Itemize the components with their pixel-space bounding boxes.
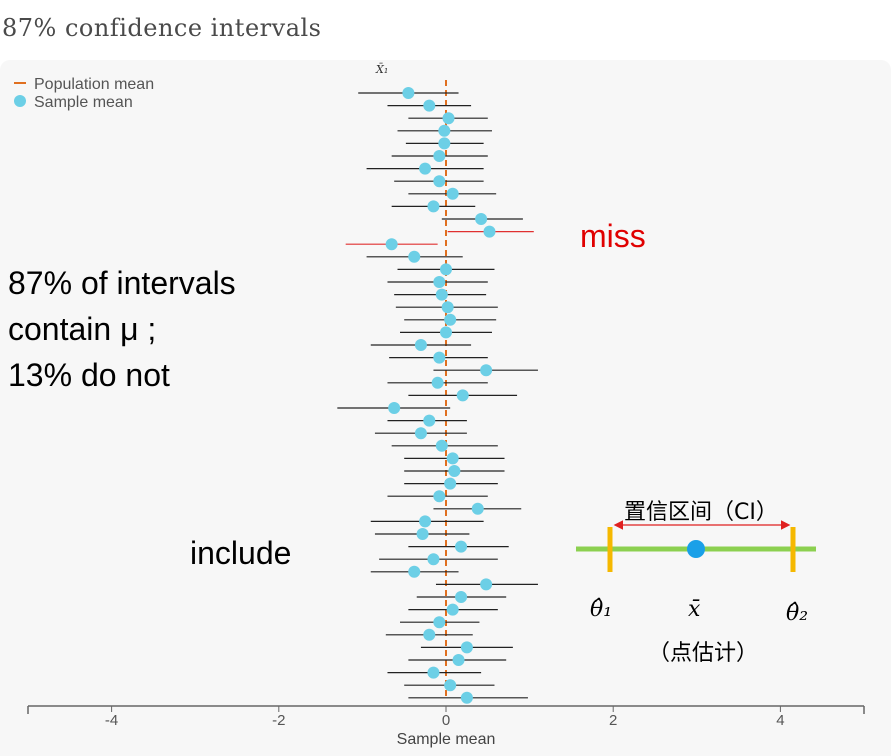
sample-mean-point [448, 465, 461, 477]
x-tick-label: -4 [105, 712, 118, 729]
sample-mean-point [438, 124, 451, 137]
sample-mean-point [455, 540, 468, 553]
sample-mean-point [438, 137, 451, 150]
sample-mean-point [408, 565, 421, 578]
miss-annotation: miss [580, 218, 646, 254]
sample-mean-point [444, 679, 457, 692]
xbar-label: x̄ [688, 597, 701, 622]
point-estimate-label: （点估计） [648, 641, 759, 666]
sample-mean-point [433, 351, 446, 364]
coverage-line-1: 87% of intervals [8, 265, 236, 301]
sample-mean-point [423, 99, 436, 112]
sample-mean-point [388, 402, 401, 414]
sample-mean-point [433, 616, 446, 629]
sample-mean-point [414, 339, 427, 351]
chart-title: 87% confidence intervals [2, 14, 322, 42]
sample-mean-legend-swatch [14, 95, 26, 107]
sample-mean-point [433, 490, 446, 503]
sample-mean-point [408, 250, 421, 263]
include-annotation: include [190, 535, 292, 571]
sample-mean-point [440, 263, 452, 276]
x-tick-label: 0 [442, 712, 450, 729]
sample-mean-point [444, 313, 457, 326]
sample-mean-point [446, 187, 459, 200]
sample-mean-point [435, 288, 448, 301]
coverage-line-2: contain μ ; [8, 311, 157, 347]
sample-mean-point [471, 502, 484, 515]
sample-mean-point [446, 452, 459, 465]
sample-mean-point [460, 691, 473, 704]
coverage-line-3: 13% do not [8, 357, 170, 393]
sample-mean-point [433, 175, 446, 188]
ci-diagram: θ̂₁ x̄ θ̂₂ [576, 520, 816, 626]
intervals-group [337, 87, 538, 704]
legend: Population mean Sample mean [14, 76, 154, 111]
sample-mean-point [483, 225, 496, 238]
x-tick-label: 4 [776, 712, 784, 729]
sample-mean-point [414, 427, 427, 440]
sample-mean-point [427, 200, 440, 213]
sample-mean-point [402, 87, 415, 99]
sample-mean-point [441, 301, 454, 314]
theta1-label: θ̂₁ [590, 597, 612, 622]
sample-mean-point [435, 439, 448, 452]
sample-mean-point [385, 238, 398, 251]
sample-mean-point [452, 654, 465, 666]
sample-mean-point [442, 112, 455, 125]
x-tick-label: -2 [272, 712, 285, 729]
first-interval-label: X̄₁ [375, 63, 388, 76]
legend-population-mean: Population mean [34, 76, 154, 93]
sample-mean-point [419, 162, 432, 175]
point-estimate-dot [687, 540, 705, 558]
sample-mean-point [423, 414, 436, 427]
sample-mean-point [475, 213, 488, 225]
ci-label: 置信区间（CI） [624, 500, 778, 525]
sample-mean-point [419, 515, 432, 528]
x-axis: -4 -2 0 2 4 [27, 705, 865, 729]
sample-mean-point [433, 276, 446, 288]
x-tick-label: 2 [609, 712, 617, 729]
sample-mean-point [444, 477, 457, 490]
sample-mean-point [433, 150, 446, 162]
theta2-label: θ̂₂ [786, 601, 808, 626]
sample-mean-point [427, 666, 440, 679]
sample-mean-point [460, 641, 473, 654]
sample-mean-point [416, 528, 429, 540]
sample-mean-point [423, 628, 436, 641]
sample-mean-point [455, 591, 468, 603]
sample-mean-point [480, 578, 493, 591]
x-axis-title: Sample mean [397, 731, 496, 748]
legend-sample-mean: Sample mean [34, 94, 133, 111]
sample-mean-point [427, 553, 440, 566]
sample-mean-point [480, 364, 493, 377]
sample-mean-point [446, 603, 459, 616]
sample-mean-point [440, 326, 452, 339]
sample-mean-point [456, 389, 469, 402]
coverage-annotation: 87% of intervals contain μ ; 13% do not [8, 260, 236, 398]
sample-mean-point [431, 376, 444, 389]
